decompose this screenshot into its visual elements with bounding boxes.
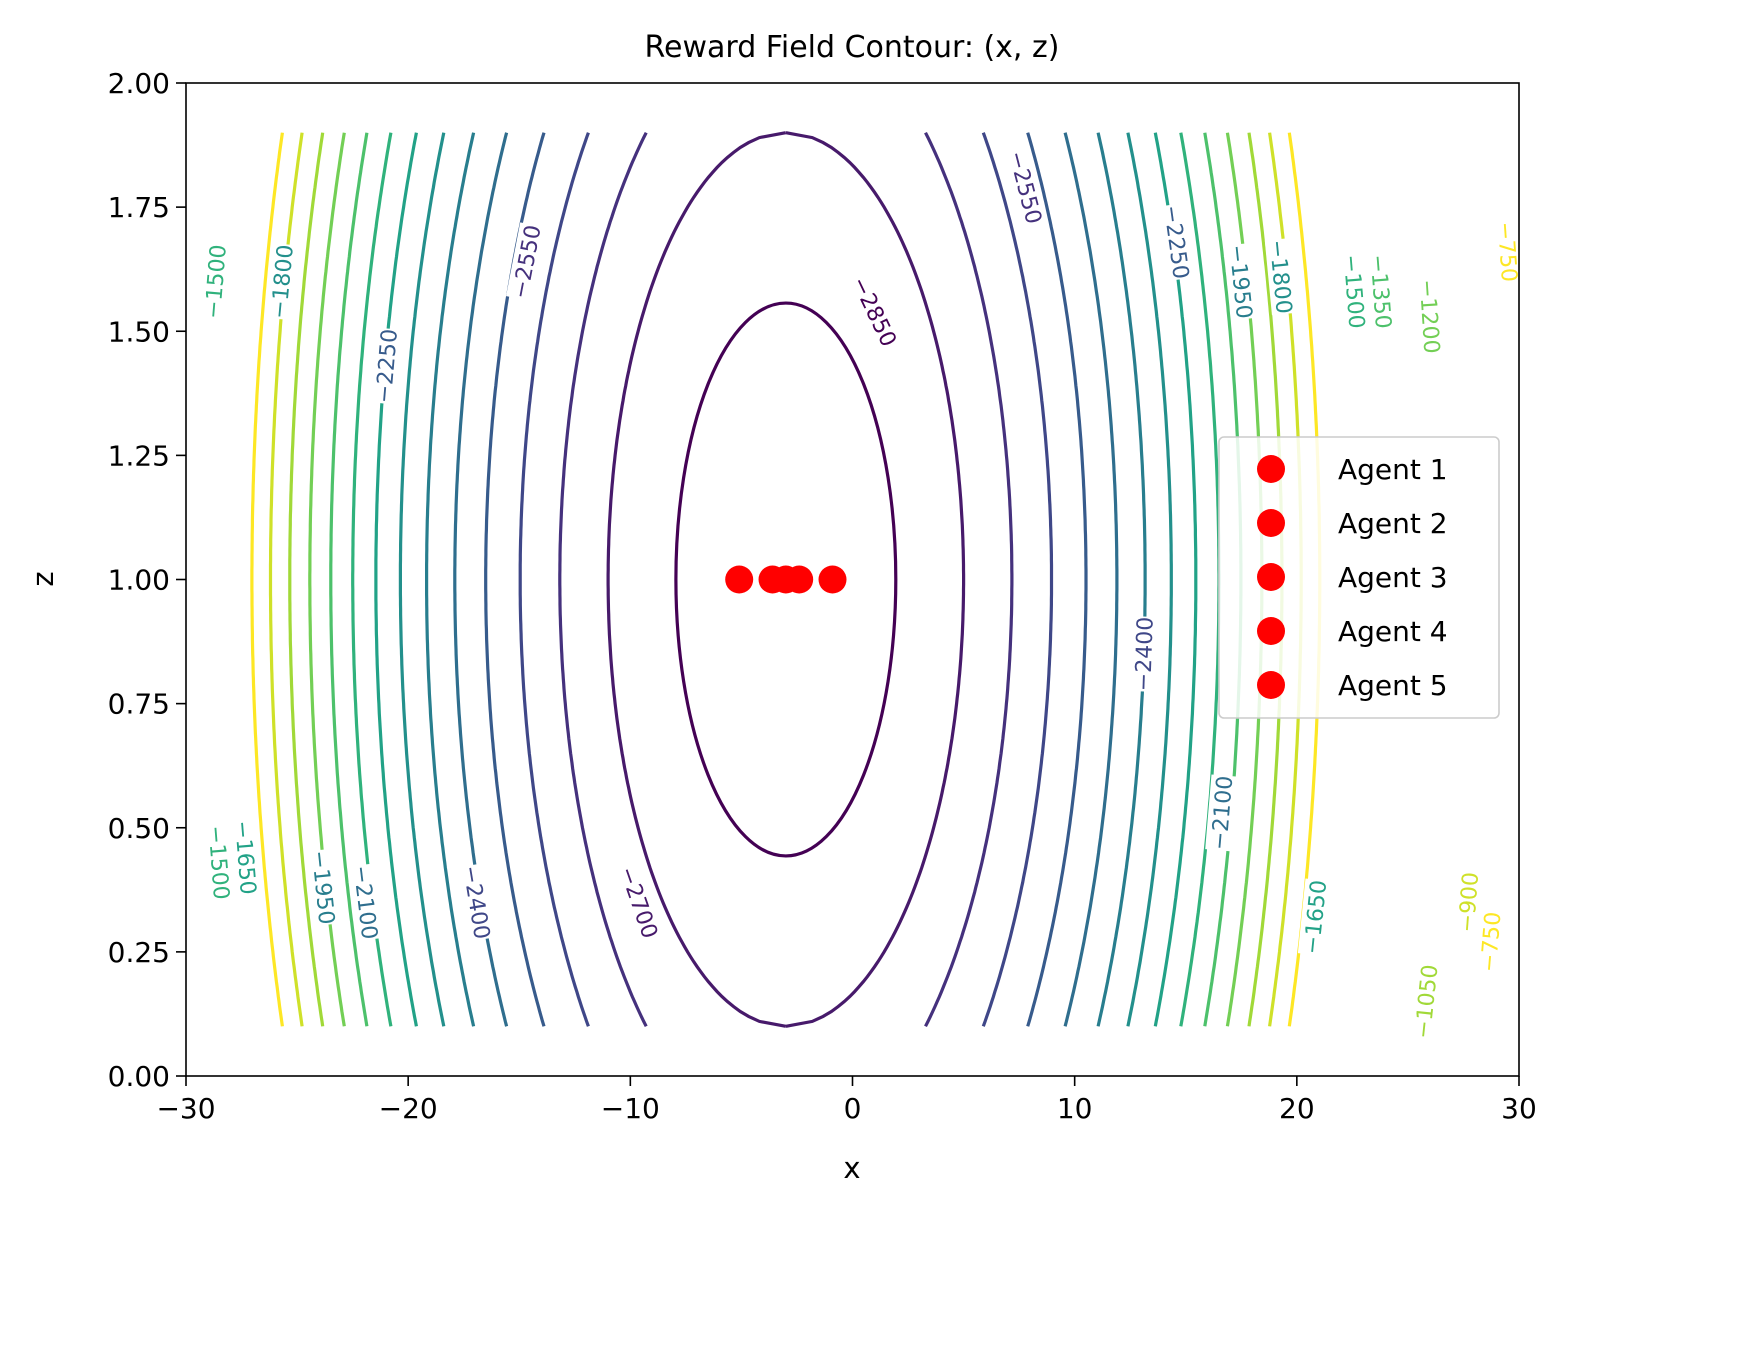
contour-line [518,132,590,1027]
contour-label-gap [1158,202,1195,281]
legend-label: Agent 2 [1338,507,1448,540]
contour-label-gap [1338,253,1371,330]
contour-label-gap [458,863,496,942]
agent-point [785,565,814,594]
contour-label: −2100 [1207,775,1238,851]
contour-label-gap [1129,616,1158,692]
contour-label: −750 [1492,221,1521,283]
x-tick-label: 10 [1057,1092,1093,1125]
contour-line [288,132,325,1027]
agent-points [725,565,847,594]
contour-label: −1500 [1338,254,1369,330]
contour-label-gap [203,824,236,901]
contour-label-gap [1365,253,1398,330]
contour-label-gap [1474,909,1506,974]
contour-line [1126,132,1173,1027]
contour-label: −1350 [1364,254,1395,330]
contour-line [1096,132,1147,1027]
x-axis-ticks: −30 −20 −10 0 10 20 30 [156,1076,1537,1125]
contour-line [374,132,418,1027]
contour-line [1026,132,1088,1027]
contour-label-gap [1224,242,1259,321]
contour-label: −2700 [614,863,662,942]
legend-marker [1257,455,1285,483]
contour-line [398,132,446,1027]
agent-point [725,565,754,594]
x-tick-label: 20 [1279,1092,1315,1125]
contour-line [558,131,648,1028]
legend-box [1218,436,1500,719]
y-tick-label: 0.25 [108,936,170,969]
contour-label: −2850 [846,273,901,351]
legend-label: Agent 5 [1338,669,1448,702]
contour-labels: −2850−2700−2550−2550−2400−2400−2250−2250… [198,147,1524,1041]
legend-marker [1257,617,1285,645]
x-tick-label: 0 [844,1092,862,1125]
contour-line [1153,132,1198,1027]
contour-label-gap [348,863,384,941]
x-tick-label: −30 [156,1092,215,1125]
y-tick-label: 0.75 [108,688,170,721]
contour-label-gap [1264,238,1298,316]
contour-label-gap [369,327,402,405]
y-tick-label: 1.00 [108,564,170,597]
x-axis-label: x [843,1151,860,1185]
contour-label-gap [265,243,298,321]
contour-line [785,131,966,1028]
contour-label-gap [1414,278,1446,355]
contour-line [981,132,1054,1027]
contour-label: −1200 [1414,279,1444,355]
legend-label: Agent 4 [1338,615,1448,648]
contour-label-gap [1452,870,1484,935]
contour-label: −2250 [372,328,403,404]
agent-point [818,565,847,594]
y-tick-label: 1.50 [108,315,170,348]
y-axis-ticks: 0.00 0.25 0.50 0.75 1.00 1.25 1.50 1.75 2.00 [108,67,186,1093]
contour-label: −2400 [1131,616,1158,691]
contour-line [329,132,369,1027]
contour-label: −2250 [1158,204,1193,281]
chart-title: Reward Field Contour: (x, z) [645,30,1060,65]
x-tick-label: −10 [601,1092,660,1125]
contour-label-gap [1297,878,1332,956]
legend-marker [1257,563,1285,591]
y-tick-label: 1.25 [108,439,170,472]
legend-label: Agent 1 [1338,453,1448,486]
contour-line [1063,132,1119,1027]
contour-label-gap [306,848,341,926]
contour-label: −2550 [508,223,547,301]
x-tick-label: 30 [1501,1092,1537,1125]
contour-line [674,301,898,858]
y-axis-label: z [26,571,60,586]
contour-line [425,132,476,1027]
contour-label: −750 [1477,911,1507,973]
contour-label-gap [846,271,903,351]
contour-label-gap [198,243,231,321]
y-tick-label: 1.75 [108,191,170,224]
contour-line [924,131,1014,1028]
legend: Agent 1 Agent 2 Agent 3 Agent 4 Agent 5 [1218,436,1500,719]
legend-marker [1257,671,1285,699]
y-tick-label: 0.00 [108,1060,170,1093]
legend-marker [1257,509,1285,537]
contour-line [606,131,787,1028]
contour-label-gap [1408,962,1443,1041]
contour-label-gap [506,222,546,301]
y-tick-label: 2.00 [108,67,170,100]
y-tick-label: 0.50 [108,812,170,845]
contour-label: −1500 [201,244,232,320]
contour-label: −1650 [229,820,260,896]
contour-line [250,132,284,1027]
contour-label: −1500 [202,825,233,901]
legend-label: Agent 3 [1338,561,1448,594]
contour-label: −2400 [457,864,494,942]
contour-label-gap [229,819,263,896]
contour-label-gap [1205,774,1238,852]
contour-label-gap [614,862,664,942]
contour-label-gap [1492,219,1524,284]
contour-label-gap [1003,147,1048,227]
x-tick-label: −20 [379,1092,438,1125]
